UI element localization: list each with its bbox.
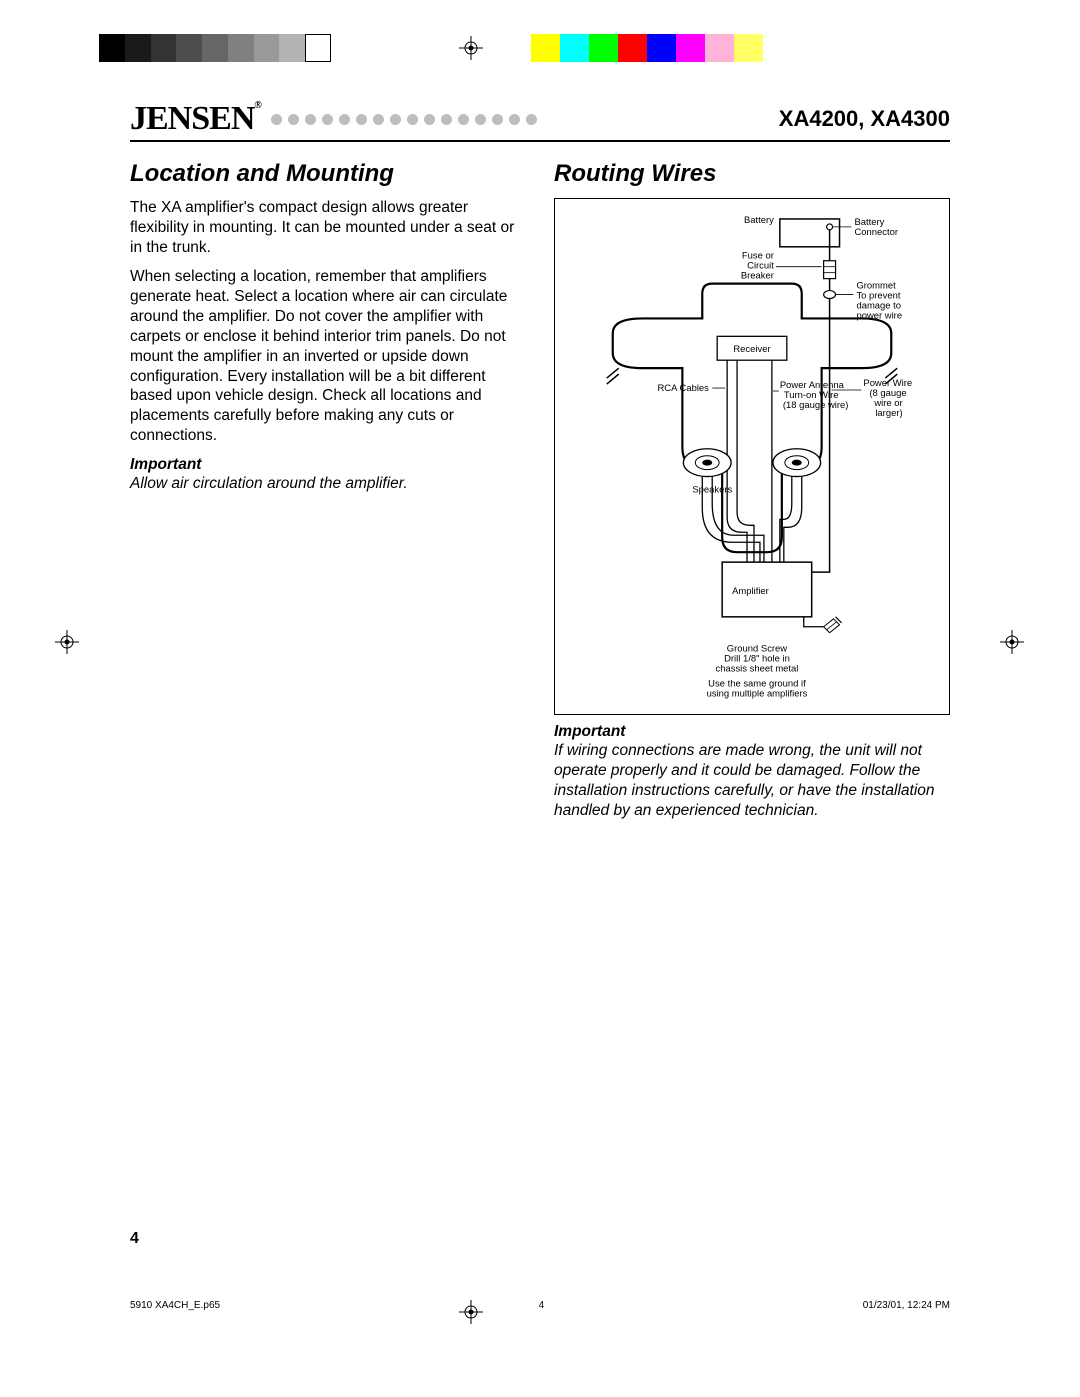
dot-icon — [305, 114, 316, 125]
location-para-2: When selecting a location, remember that… — [130, 267, 526, 445]
swatch — [176, 34, 202, 62]
swatch — [202, 34, 228, 62]
right-column: Routing Wires Battery — [554, 160, 950, 821]
dot-icon — [271, 114, 282, 125]
dot-icon — [288, 114, 299, 125]
footer-page: 4 — [539, 1300, 545, 1311]
dot-icon — [441, 114, 452, 125]
label-battery: Battery — [744, 215, 774, 226]
footer-timestamp: 01/23/01, 12:24 PM — [863, 1300, 950, 1311]
dot-icon — [526, 114, 537, 125]
label-rca: RCA Cables — [658, 383, 710, 394]
footer-filename: 5910 XA4CH_E.p65 — [130, 1300, 220, 1311]
swatch — [560, 34, 589, 62]
label-amplifier: Amplifier — [732, 586, 769, 597]
model-number: XA4200, XA4300 — [779, 106, 950, 132]
dot-icon — [390, 114, 401, 125]
label-battery-connector-2: Connector — [854, 227, 898, 238]
page-number: 4 — [130, 1230, 139, 1248]
left-column: Location and Mounting The XA amplifier's… — [130, 160, 526, 821]
rgb-colorbar — [531, 34, 763, 62]
important-text-right: If wiring connections are made wrong, th… — [554, 741, 950, 820]
swatch — [279, 34, 305, 62]
registration-mark-right — [1000, 630, 1024, 654]
swatch — [228, 34, 254, 62]
important-text: Allow air circulation around the amplifi… — [130, 474, 526, 494]
dot-icon — [373, 114, 384, 125]
registration-mark-top — [459, 36, 483, 60]
decorative-dots — [271, 114, 537, 125]
wiring-diagram: Battery Battery Connector Fuse or Circui… — [563, 209, 941, 706]
dot-icon — [424, 114, 435, 125]
important-label: Important — [130, 456, 526, 474]
dot-icon — [322, 114, 333, 125]
footer: 5910 XA4CH_E.p65 4 01/23/01, 12:24 PM — [130, 1300, 950, 1311]
content-columns: Location and Mounting The XA amplifier's… — [130, 160, 950, 821]
label-grommet-4: power wire — [856, 310, 902, 321]
swatch — [254, 34, 280, 62]
swatch — [676, 34, 705, 62]
dot-icon — [475, 114, 486, 125]
location-para-1: The XA amplifier's compact design allows… — [130, 198, 526, 257]
dot-icon — [356, 114, 367, 125]
label-receiver: Receiver — [733, 344, 770, 355]
ground-screw-icon — [824, 617, 842, 633]
page-content: JENSEN® XA4200, XA4300 Location and Moun… — [130, 100, 950, 821]
label-ground-5: using multiple amplifiers — [707, 688, 808, 699]
brand-logo: JENSEN® — [130, 100, 261, 138]
swatch — [531, 34, 560, 62]
speaker-right-icon — [773, 449, 821, 477]
dot-icon — [407, 114, 418, 125]
swatch — [734, 34, 763, 62]
swatch — [151, 34, 177, 62]
swatch — [647, 34, 676, 62]
speaker-left-icon — [683, 449, 731, 477]
swatch — [305, 34, 331, 62]
label-fuse-3: Breaker — [741, 271, 774, 282]
dot-icon — [509, 114, 520, 125]
registration-mark-left — [55, 630, 79, 654]
important-label-right: Important — [554, 723, 950, 741]
wiring-diagram-box: Battery Battery Connector Fuse or Circui… — [554, 198, 950, 715]
label-antenna-3: (18 gauge wire) — [783, 400, 849, 411]
swatch — [618, 34, 647, 62]
section-title-routing: Routing Wires — [554, 160, 950, 188]
dot-icon — [458, 114, 469, 125]
swatch — [99, 34, 125, 62]
grayscale-colorbar — [99, 34, 331, 62]
swatch — [705, 34, 734, 62]
brand-row: JENSEN® — [130, 100, 537, 138]
page-header: JENSEN® XA4200, XA4300 — [130, 100, 950, 142]
dot-icon — [492, 114, 503, 125]
section-title-location: Location and Mounting — [130, 160, 526, 188]
dot-icon — [339, 114, 350, 125]
swatch — [589, 34, 618, 62]
swatch — [125, 34, 151, 62]
label-powerwire-4: larger) — [875, 408, 902, 419]
label-ground-3: chassis sheet metal — [716, 664, 799, 675]
